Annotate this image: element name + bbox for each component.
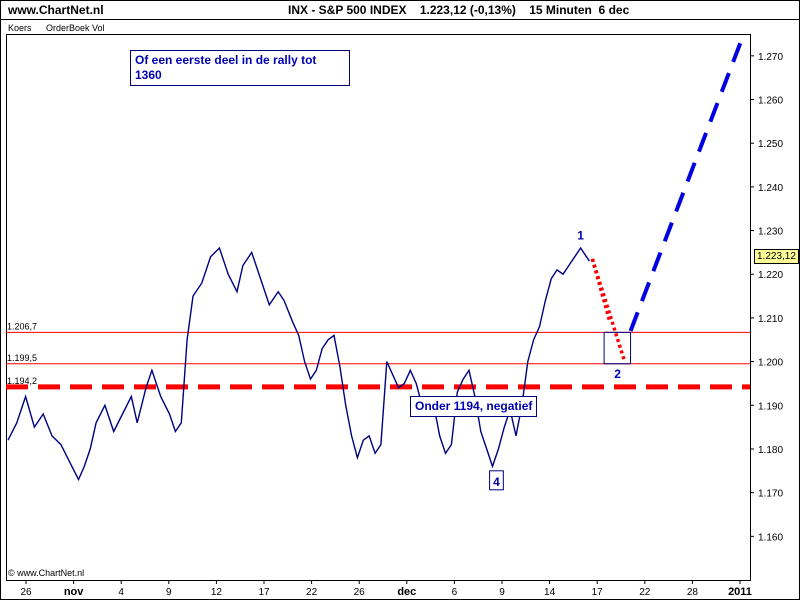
- x-tick-label: nov: [64, 586, 84, 598]
- y-tick-label: 1.200: [758, 358, 783, 369]
- y-tick-label: 1.210: [758, 314, 783, 325]
- y-tick-label: 1.230: [758, 227, 783, 238]
- x-tick-label: 17: [592, 587, 604, 598]
- x-tick-label: 2011: [728, 586, 752, 598]
- y-tick-label: 1.220: [758, 270, 783, 281]
- x-tick-label: 28: [687, 587, 699, 598]
- x-tick-label: dec: [397, 586, 416, 598]
- x-tick-label: 22: [306, 587, 318, 598]
- plot-area: [6, 34, 751, 581]
- y-tick-label: 1.190: [758, 401, 783, 412]
- y-tick-label: 1.170: [758, 489, 783, 500]
- level-label: 1.194,2: [7, 376, 37, 386]
- wave-4-label: 4: [493, 475, 500, 489]
- wave-2-label: 2: [614, 367, 621, 381]
- x-tick-label: 12: [211, 587, 223, 598]
- y-tick-label: 1.180: [758, 445, 783, 456]
- y-tick-label: 1.160: [758, 532, 783, 543]
- copyright-text: © www.ChartNet.nl: [8, 568, 84, 578]
- wave-4-box: [489, 470, 504, 491]
- rally-annotation: Of een eerste deel in de rally tot 1360: [130, 50, 350, 86]
- x-tick-label: 9: [166, 587, 172, 598]
- wave-2-box: [603, 331, 632, 365]
- tab-koers[interactable]: Koers: [8, 23, 32, 33]
- x-tick-label: 22: [639, 587, 651, 598]
- y-tick-label: 1.250: [758, 139, 783, 150]
- x-tick-label: 17: [258, 587, 270, 598]
- negative-annotation: Onder 1194, negatief: [410, 396, 538, 417]
- x-tick-label: 6: [452, 587, 458, 598]
- x-tick-label: 4: [118, 587, 124, 598]
- x-tick-label: 9: [499, 587, 505, 598]
- wave-1-label: 1: [577, 228, 584, 242]
- price-line: [7, 246, 590, 482]
- tab-orderboek-vol[interactable]: OrderBoek Vol: [46, 23, 105, 33]
- rally-projection: [628, 37, 744, 332]
- last-price-badge: 1.223,12: [754, 249, 799, 264]
- x-tick-label: 26: [354, 587, 366, 598]
- level-label: 1.199,5: [7, 353, 37, 363]
- site-name: www.ChartNet.nl: [8, 3, 104, 17]
- y-tick-label: 1.240: [758, 183, 783, 194]
- y-tick-label: 1.270: [758, 52, 783, 63]
- x-tick-label: 26: [20, 587, 32, 598]
- y-tick-label: 1.260: [758, 96, 783, 107]
- x-tick-label: 14: [544, 587, 556, 598]
- level-label: 1.206,7: [7, 321, 37, 331]
- chart-title: INX - S&P 500 INDEX 1.223,12 (-0,13%) 15…: [288, 3, 630, 17]
